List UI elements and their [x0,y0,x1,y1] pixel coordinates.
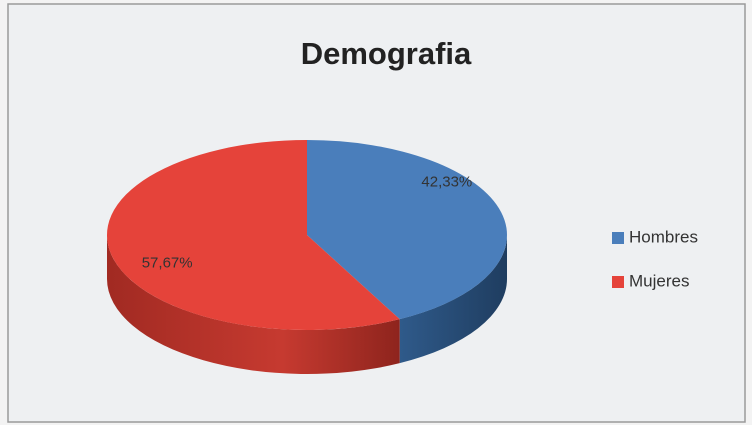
pie-side [107,235,400,374]
legend-label: Mujeres [629,271,689,290]
data-label: 57,67% [142,254,193,271]
legend-swatch [612,232,624,244]
pie-side [399,235,507,364]
pie-slice [307,140,508,320]
legend-swatch [612,276,624,288]
data-label: 42,33% [421,174,472,191]
pie-slice [106,140,400,330]
legend-label: Hombres [629,227,698,246]
chart-title: Demografia [301,36,472,71]
